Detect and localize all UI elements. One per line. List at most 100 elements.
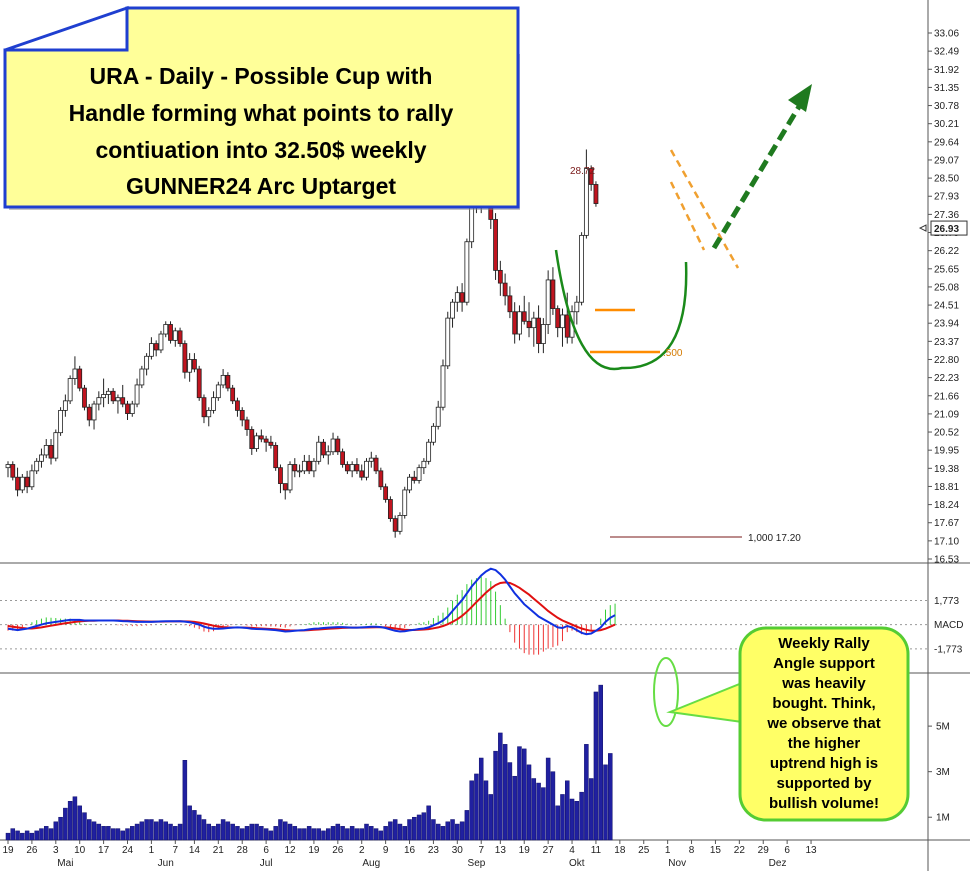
candle <box>249 426 255 455</box>
x-tick-label: 30 <box>452 845 464 856</box>
volume-bar <box>63 807 68 841</box>
candle <box>225 372 231 392</box>
candle <box>177 327 183 347</box>
volume-bar <box>531 778 537 841</box>
volume-bar <box>67 801 73 841</box>
candle <box>431 423 436 446</box>
candle-body-down <box>321 441 326 456</box>
price-tick-label: 17.10 <box>934 536 959 547</box>
candle <box>201 394 207 424</box>
candle-body-down <box>125 403 130 414</box>
volume-bar <box>182 760 188 841</box>
candle-body-up <box>91 403 97 421</box>
candle-body-up <box>583 168 589 236</box>
volume-bar <box>211 826 216 841</box>
candle <box>58 407 63 436</box>
volume-bar <box>579 791 584 841</box>
macd-tick-label: 1,773 <box>934 596 959 607</box>
candle-body-down <box>292 464 298 472</box>
volume-bar <box>225 821 231 841</box>
price-tick-label: 20.52 <box>934 428 959 439</box>
candle-body-down <box>278 467 283 484</box>
candle-body-up <box>19 476 25 491</box>
volume-bar <box>87 819 92 841</box>
candle <box>330 432 336 455</box>
volume-bar <box>5 832 11 841</box>
x-tick-label: 19 <box>519 845 531 856</box>
x-tick-label: 25 <box>638 845 650 856</box>
volume-bar <box>326 828 331 841</box>
x-axis: 19 26 3 10 17 24 1 7 14 21 28 6 12 19 26 2 9 16 23 30 7 13 19 2… <box>2 840 817 869</box>
volume-bar <box>278 819 283 841</box>
candle <box>196 365 202 401</box>
candle-body-up <box>349 464 355 472</box>
candle-body-up <box>297 470 302 473</box>
volume-bar <box>263 828 269 841</box>
volume-bar <box>445 821 451 841</box>
candle-body-up <box>144 355 150 370</box>
candle <box>316 435 322 465</box>
volume-bar <box>483 780 489 841</box>
candle <box>407 474 412 494</box>
high-label: 28.72 <box>570 166 595 177</box>
candle-body-down <box>77 368 83 389</box>
volume-bar <box>273 826 278 841</box>
candle <box>278 464 283 494</box>
candle-body-up <box>5 464 11 469</box>
volume-bar <box>230 823 235 841</box>
candle <box>211 391 216 414</box>
volume-bar <box>459 821 465 841</box>
x-tick-label: 22 <box>734 845 746 856</box>
volume-bar <box>378 830 384 841</box>
volume-bar <box>302 828 307 841</box>
volume-bar <box>130 826 135 841</box>
volume-bar <box>292 826 298 841</box>
candle <box>72 356 78 385</box>
volume-bar <box>397 823 403 841</box>
candle <box>416 464 422 484</box>
x-tick-label: 10 <box>74 845 86 856</box>
candle <box>531 311 537 347</box>
candle <box>48 439 54 465</box>
callout-line: was heavily <box>781 675 866 692</box>
x-tick-label: 12 <box>284 845 296 856</box>
title-line-2: Handle forming what points to rally <box>69 100 454 126</box>
candle <box>67 375 73 405</box>
candle-body-down <box>306 460 312 472</box>
candle <box>411 470 417 484</box>
candle <box>440 359 446 411</box>
candle-body-down <box>536 317 541 344</box>
candle <box>464 238 470 306</box>
price-tick-label: 16.53 <box>934 555 959 566</box>
volume-bar <box>259 826 264 841</box>
volume-tick-label: 3M <box>936 767 950 778</box>
candle-body-up <box>134 384 140 405</box>
volume-bar <box>488 794 494 841</box>
candle <box>134 378 140 408</box>
uptarget-arrow-shaft <box>711 98 806 250</box>
candle <box>297 464 302 478</box>
candle <box>383 483 389 503</box>
candle-body-down <box>282 483 288 491</box>
candle-body-up <box>220 374 226 386</box>
volume-bar <box>173 826 178 841</box>
volume-bar <box>321 830 326 841</box>
candle-body-down <box>593 184 599 204</box>
x-tick-label: 26 <box>332 845 344 856</box>
volume-panel: 5M 3M 1M <box>5 684 950 841</box>
candle <box>29 464 35 490</box>
volume-bar <box>593 691 599 841</box>
volume-bar <box>455 823 460 841</box>
price-tick-label: 19.95 <box>934 446 959 457</box>
volume-bar <box>584 744 589 841</box>
candle-body-up <box>540 324 546 344</box>
x-tick-label: 9 <box>383 845 389 856</box>
candle-body-up <box>330 438 336 453</box>
volume-bar <box>450 819 455 841</box>
volume-bar <box>335 823 341 841</box>
callout-line: bullish volume! <box>769 795 879 812</box>
candle <box>325 445 331 465</box>
volume-bar <box>158 819 164 841</box>
volume-bar <box>206 823 212 841</box>
